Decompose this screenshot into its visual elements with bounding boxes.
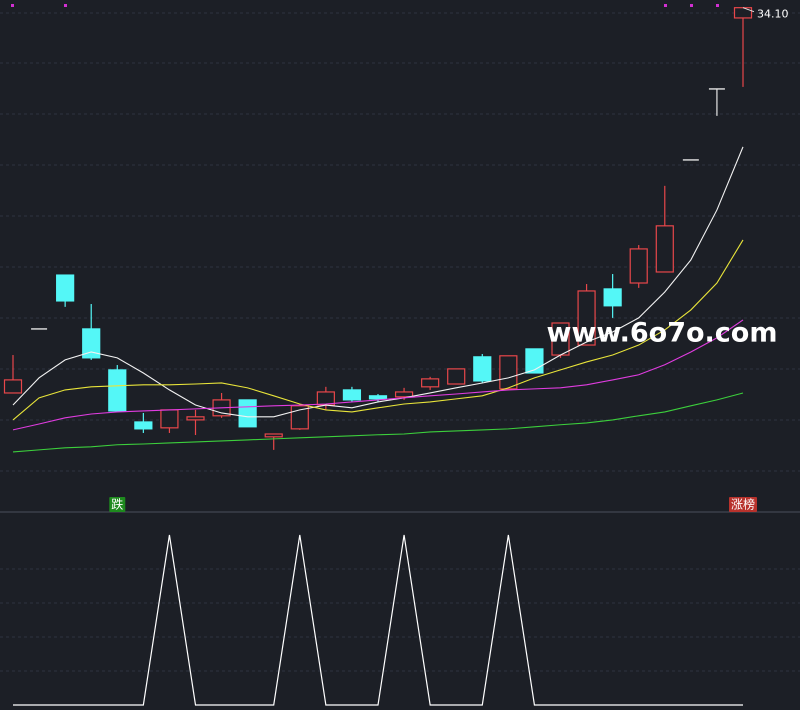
candle-body: [629, 248, 648, 284]
moving-average-line: [12, 392, 744, 453]
candle-body: [368, 395, 388, 400]
candle-body: [160, 409, 179, 429]
candle-body: [733, 7, 753, 19]
candle-body: [473, 356, 492, 382]
candle-body: [421, 378, 440, 388]
annotation-label: 跌: [111, 497, 123, 512]
high-label: 34.10: [757, 8, 789, 21]
marker-dot: [64, 4, 67, 7]
candle-body: [134, 421, 153, 430]
markers: [11, 4, 719, 7]
moving-average-line: [12, 146, 744, 418]
marker-dot: [690, 4, 693, 7]
candle-body: [82, 328, 101, 359]
candle-body: [577, 290, 596, 346]
candle-body: [499, 355, 518, 390]
annotation-box: [729, 497, 757, 512]
marker-dot: [11, 4, 14, 7]
annotation-label: 涨榜: [731, 497, 755, 512]
candle-body: [342, 389, 362, 401]
moving-average-line: [12, 239, 744, 421]
grid: [0, 12, 800, 672]
candle-body: [56, 274, 75, 302]
candle-body: [655, 225, 674, 273]
indicator-line: [13, 534, 743, 706]
watermark: www.6o7o.com: [547, 318, 778, 349]
candle-body: [394, 391, 414, 398]
marker-dot: [664, 4, 667, 7]
candle-body: [238, 399, 257, 428]
high-pointer: [742, 7, 755, 13]
annotation-box: [109, 497, 126, 512]
candle-body: [264, 433, 283, 438]
candle-body: [3, 379, 23, 394]
marker-dot: [716, 4, 719, 7]
candle-body: [447, 368, 466, 385]
candle-body: [186, 416, 205, 421]
moving-average-line: [12, 319, 744, 431]
candle-body: [603, 288, 622, 307]
candle-body: [108, 369, 127, 412]
